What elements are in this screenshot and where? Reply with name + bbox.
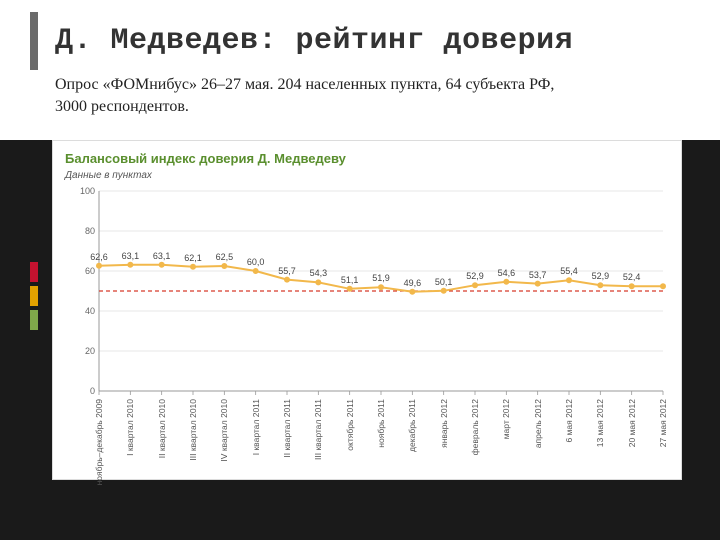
x-tick-label: I квартал 2011 bbox=[251, 399, 261, 455]
value-label: 50,1 bbox=[435, 277, 453, 287]
x-tick-label: март 2012 bbox=[501, 399, 511, 439]
value-label: 52,9 bbox=[466, 271, 484, 281]
value-label: 53,7 bbox=[529, 270, 547, 280]
x-tick-label: III квартал 2011 bbox=[313, 399, 323, 460]
plot-area: 020406080100ноябрь–декабрь 2009I квартал… bbox=[65, 185, 671, 477]
x-tick-label: IV квартал 2010 bbox=[219, 399, 229, 462]
chart-subtitle: Данные в пунктах bbox=[65, 170, 669, 181]
value-label: 62,6 bbox=[90, 252, 108, 262]
value-label: 63,1 bbox=[122, 251, 140, 261]
header-panel bbox=[0, 0, 720, 140]
x-tick-label: ноябрь 2011 bbox=[376, 399, 386, 448]
x-tick-label: 6 мая 2012 bbox=[564, 399, 574, 443]
x-tick-label: 20 мая 2012 bbox=[627, 399, 637, 447]
accent-strip bbox=[30, 12, 38, 492]
value-label: 63,1 bbox=[153, 251, 171, 261]
slide-subtitle: Опрос «ФОМнибус» 26–27 мая. 204 населенн… bbox=[55, 74, 555, 117]
y-tick-label: 80 bbox=[71, 226, 95, 236]
value-label: 54,6 bbox=[498, 268, 516, 278]
value-label: 62,1 bbox=[184, 253, 202, 263]
x-tick-label: ноябрь–декабрь 2009 bbox=[94, 399, 104, 485]
value-label: 51,9 bbox=[372, 273, 390, 283]
value-label: 52,4 bbox=[623, 272, 641, 282]
x-tick-label: февраль 2012 bbox=[470, 399, 480, 455]
x-tick-label: I квартал 2010 bbox=[125, 399, 135, 456]
value-label: 51,1 bbox=[341, 275, 359, 285]
y-tick-label: 40 bbox=[71, 306, 95, 316]
value-label: 60,0 bbox=[247, 257, 265, 267]
value-label: 62,5 bbox=[216, 252, 234, 262]
x-tick-label: II квартал 2011 bbox=[282, 399, 292, 458]
chart-title: Балансовый индекс доверия Д. Медведеву bbox=[65, 151, 669, 166]
x-tick-label: II квартал 2010 bbox=[157, 399, 167, 458]
y-tick-label: 100 bbox=[71, 186, 95, 196]
value-label: 49,6 bbox=[404, 278, 422, 288]
x-tick-label: III квартал 2010 bbox=[188, 399, 198, 461]
x-tick-label: октябрь 2011 bbox=[345, 399, 355, 451]
value-label: 55,7 bbox=[278, 266, 296, 276]
x-tick-label: 27 мая 2012 bbox=[658, 399, 668, 447]
value-label: 55,4 bbox=[560, 266, 578, 276]
chart-labels-overlay: 020406080100ноябрь–декабрь 2009I квартал… bbox=[65, 185, 671, 477]
slide-title: Д. Медведев: рейтинг доверия bbox=[55, 24, 573, 58]
chart-card: Балансовый индекс доверия Д. Медведеву Д… bbox=[52, 140, 682, 480]
value-label: 52,9 bbox=[592, 271, 610, 281]
y-tick-label: 20 bbox=[71, 346, 95, 356]
y-tick-label: 0 bbox=[71, 386, 95, 396]
x-tick-label: 13 мая 2012 bbox=[595, 399, 605, 447]
x-tick-label: апрель 2012 bbox=[533, 399, 543, 448]
y-tick-label: 60 bbox=[71, 266, 95, 276]
x-tick-label: январь 2012 bbox=[439, 399, 449, 448]
x-tick-label: декабрь 2011 bbox=[407, 399, 417, 452]
value-label: 54,3 bbox=[310, 268, 328, 278]
